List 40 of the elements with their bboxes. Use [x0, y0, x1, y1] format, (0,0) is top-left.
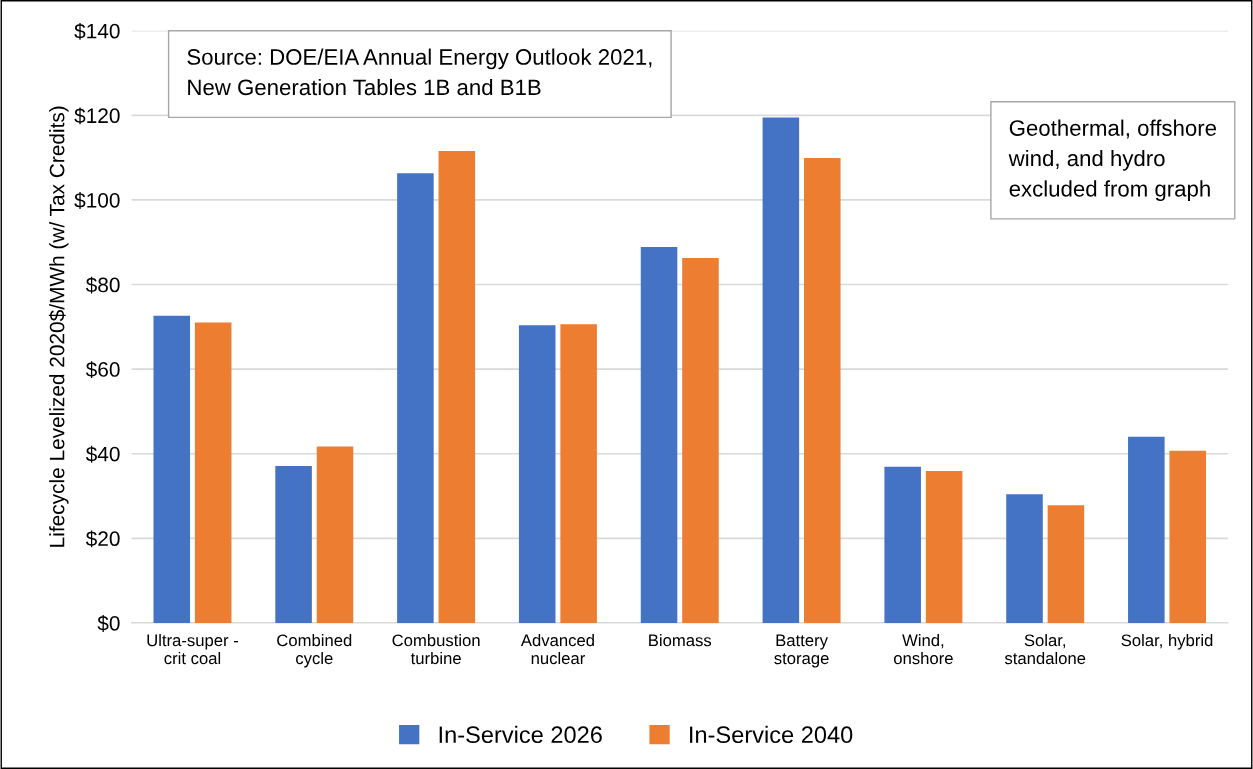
bar: [804, 158, 841, 623]
bar: [518, 325, 556, 623]
bar: [762, 117, 800, 623]
x-tick-label: Solar, standalone: [1004, 634, 1086, 665]
bar: [1006, 494, 1043, 623]
y-tick-label: $100: [74, 192, 120, 209]
bar: [397, 173, 434, 623]
bar: [316, 446, 354, 623]
y-axis-title: Lifecycle Levelized 2020$/MWh (w/ Tax Credits): [48, 106, 69, 547]
bar: [682, 257, 719, 623]
legend-label: In-Service 2026: [439, 725, 602, 744]
bar: [194, 322, 232, 623]
y-tick-label: $120: [74, 107, 120, 125]
annotation: Source: DOE/EIA Annual Energy Outlook 2021, New Generation Tables 1B and B1B: [187, 48, 652, 96]
x-tick-label: Advanced nuclear: [520, 634, 594, 665]
y-tick-label: $140: [74, 22, 120, 40]
y-tick-label: $60: [85, 361, 120, 379]
bar: [153, 315, 191, 623]
x-tick-label: Combined cycle: [277, 634, 352, 668]
bar: [1047, 505, 1085, 623]
x-tick-label: Wind, onshore: [893, 634, 953, 665]
x-tick-label: Combustion turbine: [392, 634, 480, 665]
bar: [438, 150, 476, 623]
bar: [1169, 450, 1207, 623]
bar: [1128, 436, 1165, 623]
x-tick-label: Battery storage: [774, 634, 829, 668]
y-tick-label: $40: [85, 445, 120, 463]
x-tick-label: Solar, hybrid: [1121, 634, 1213, 650]
bar: [884, 466, 921, 623]
x-tick-label: Biomass: [649, 634, 712, 647]
bar: [560, 324, 597, 623]
y-tick-label: $20: [85, 530, 120, 548]
y-tick-label: $80: [85, 276, 120, 294]
legend-label: In-Service 2040: [690, 725, 853, 744]
bar: [640, 246, 678, 623]
annotation: Geothermal, offshore wind, and hydro excluded from graph: [1008, 119, 1217, 202]
y-tick-label: $0: [97, 615, 120, 632]
x-tick-label: Ultra-super - crit coal: [147, 634, 239, 665]
bar: [275, 465, 312, 623]
bar: [925, 471, 963, 623]
